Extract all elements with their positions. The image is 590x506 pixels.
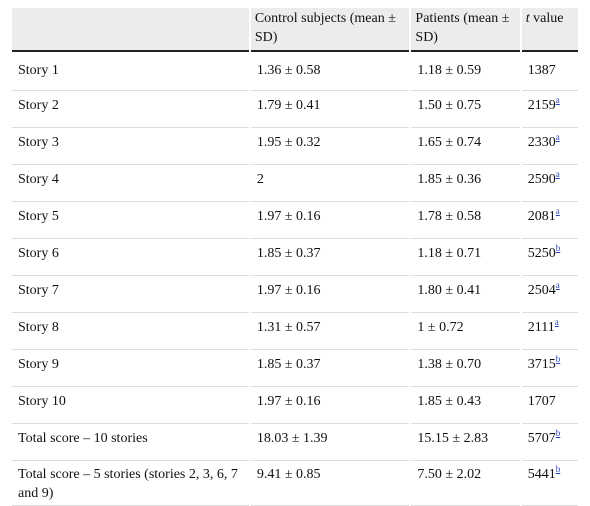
table-row: Story 8 1.31 ± 0.57 1 ± 0.72 2111a: [12, 313, 578, 350]
table-row: Total score – 10 stories 18.03 ± 1.39 15…: [12, 424, 578, 461]
row-label: Story 8: [12, 313, 249, 350]
t-value-cell: 2159a: [521, 91, 578, 128]
patients-value: 1.38 ± 0.70: [411, 350, 520, 387]
t-value-cell: 3715b: [521, 350, 578, 387]
table-row: Total score – 5 stories (stories 2, 3, 6…: [12, 461, 578, 506]
patients-value: 1 ± 0.72: [411, 313, 520, 350]
patients-value: 1.78 ± 0.58: [411, 202, 520, 239]
control-value: 2: [250, 165, 410, 202]
table-row: Story 4 2 1.85 ± 0.36 2590a: [12, 165, 578, 202]
row-label: Story 3: [12, 128, 249, 165]
t-value: 5707: [527, 431, 556, 446]
t-value-cell: 1387: [521, 52, 578, 91]
footnote-link[interactable]: b: [555, 428, 561, 438]
footnote-link[interactable]: b: [555, 464, 561, 474]
patients-value: 1.65 ± 0.74: [411, 128, 520, 165]
table-row: Story 3 1.95 ± 0.32 1.65 ± 0.74 2330a: [12, 128, 578, 165]
t-value: 2504: [527, 283, 556, 298]
table-header-row: Control subjects (mean ± SD) Patients (m…: [12, 8, 578, 52]
row-label: Total score – 10 stories: [12, 424, 249, 461]
control-value: 1.31 ± 0.57: [250, 313, 410, 350]
t-value: 2159: [527, 98, 556, 113]
patients-value: 1.85 ± 0.43: [411, 387, 520, 424]
patients-value: 15.15 ± 2.83: [411, 424, 520, 461]
row-label: Story 9: [12, 350, 249, 387]
footnote-link[interactable]: b: [555, 243, 561, 253]
table-row: Story 9 1.85 ± 0.37 1.38 ± 0.70 3715b: [12, 350, 578, 387]
header-patients: Patients (mean ± SD): [411, 8, 520, 52]
t-value: 2081: [527, 209, 556, 224]
table-row: Story 5 1.97 ± 0.16 1.78 ± 0.58 2081a: [12, 202, 578, 239]
t-value-cell: 5250b: [521, 239, 578, 276]
footnote-link[interactable]: a: [555, 132, 560, 142]
patients-value: 1.85 ± 0.36: [411, 165, 520, 202]
control-value: 1.97 ± 0.16: [250, 276, 410, 313]
control-value: 1.79 ± 0.41: [250, 91, 410, 128]
patients-value: 1.18 ± 0.71: [411, 239, 520, 276]
header-empty-cell: [12, 8, 249, 52]
control-value: 9.41 ± 0.85: [250, 461, 410, 506]
t-value: 5250: [527, 246, 556, 261]
row-label: Story 7: [12, 276, 249, 313]
row-label: Story 10: [12, 387, 249, 424]
t-value: 2590: [527, 172, 556, 187]
table-row: Story 2 1.79 ± 0.41 1.50 ± 0.75 2159a: [12, 91, 578, 128]
row-label: Story 6: [12, 239, 249, 276]
table-row: Story 7 1.97 ± 0.16 1.80 ± 0.41 2504a: [12, 276, 578, 313]
t-value-cell: 2504a: [521, 276, 578, 313]
row-label: Story 4: [12, 165, 249, 202]
header-t-value: t value: [521, 8, 578, 52]
footnote-link[interactable]: a: [555, 169, 560, 179]
patients-value: 1.50 ± 0.75: [411, 91, 520, 128]
t-value-cell: 5707b: [521, 424, 578, 461]
t-value-cell: 2590a: [521, 165, 578, 202]
results-table-container: Control subjects (mean ± SD) Patients (m…: [10, 8, 580, 506]
footnote-link[interactable]: a: [555, 206, 560, 216]
table-row: Story 10 1.97 ± 0.16 1.85 ± 0.43 1707: [12, 387, 578, 424]
row-label: Total score – 5 stories (stories 2, 3, 6…: [12, 461, 249, 506]
footnote-link[interactable]: a: [555, 280, 560, 290]
t-value: 3715: [527, 357, 556, 372]
t-value: 5441: [527, 467, 556, 482]
patients-value: 7.50 ± 2.02: [411, 461, 520, 506]
t-value-cell: 2330a: [521, 128, 578, 165]
header-t-value-label: value: [529, 11, 564, 26]
patients-value: 1.18 ± 0.59: [411, 52, 520, 91]
control-value: 1.36 ± 0.58: [250, 52, 410, 91]
patients-value: 1.80 ± 0.41: [411, 276, 520, 313]
t-value: 2111: [527, 320, 555, 335]
t-value: 1387: [527, 63, 556, 78]
table-body: Story 1 1.36 ± 0.58 1.18 ± 0.59 1387 Sto…: [12, 52, 578, 506]
control-value: 1.97 ± 0.16: [250, 387, 410, 424]
table-row: Story 6 1.85 ± 0.37 1.18 ± 0.71 5250b: [12, 239, 578, 276]
row-label: Story 2: [12, 91, 249, 128]
t-value-cell: 2081a: [521, 202, 578, 239]
row-label: Story 5: [12, 202, 249, 239]
header-t-symbol: t: [525, 11, 530, 26]
control-value: 1.97 ± 0.16: [250, 202, 410, 239]
control-value: 1.85 ± 0.37: [250, 239, 410, 276]
t-value-cell: 5441b: [521, 461, 578, 506]
t-value-cell: 1707: [521, 387, 578, 424]
control-value: 1.85 ± 0.37: [250, 350, 410, 387]
footnote-link[interactable]: b: [555, 354, 561, 364]
t-value: 2330: [527, 135, 556, 150]
row-label: Story 1: [12, 52, 249, 91]
t-value-cell: 2111a: [521, 313, 578, 350]
control-value: 1.95 ± 0.32: [250, 128, 410, 165]
footnote-link[interactable]: a: [555, 95, 560, 105]
table-row: Story 1 1.36 ± 0.58 1.18 ± 0.59 1387: [12, 52, 578, 91]
footnote-link[interactable]: a: [554, 317, 559, 327]
header-control-subjects: Control subjects (mean ± SD): [250, 8, 410, 52]
results-table: Control subjects (mean ± SD) Patients (m…: [10, 8, 580, 506]
control-value: 18.03 ± 1.39: [250, 424, 410, 461]
t-value: 1707: [527, 394, 556, 409]
